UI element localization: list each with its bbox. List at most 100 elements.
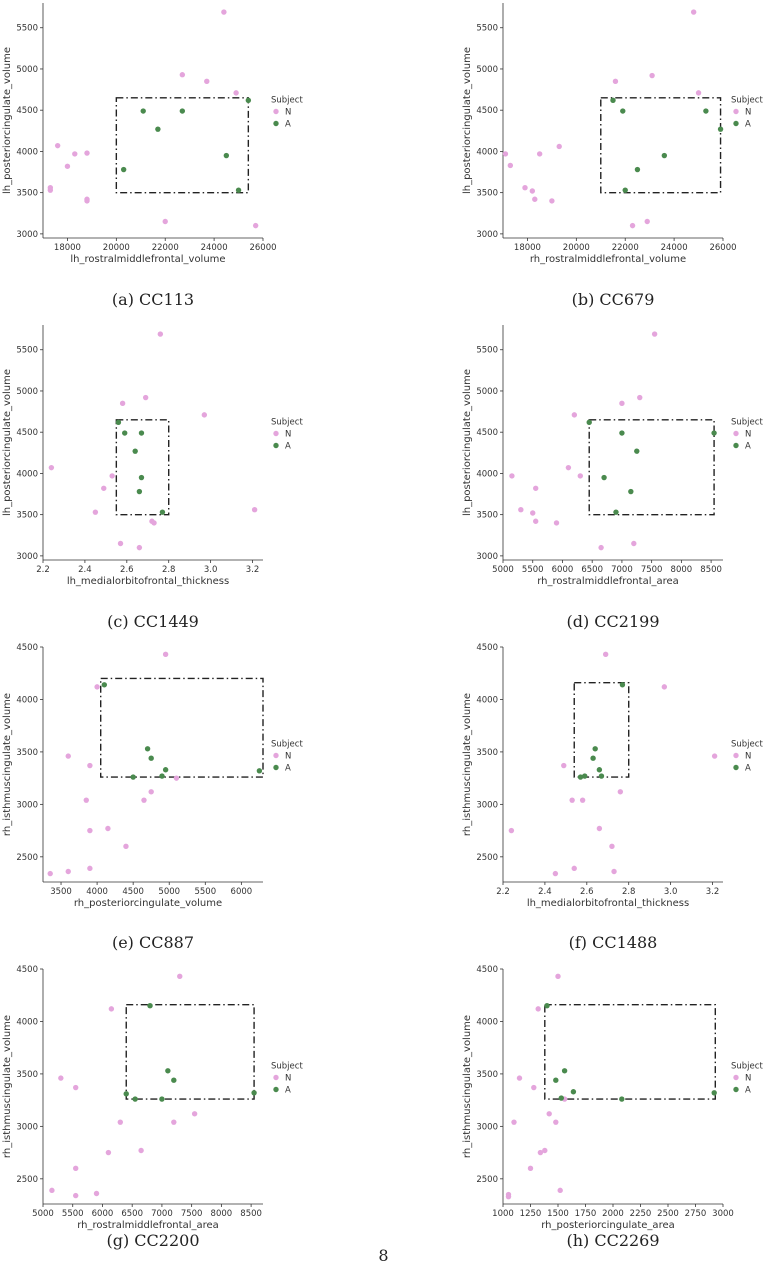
point-n [629, 222, 636, 229]
y-axis-label: lh_posteriorcingulate_volume [2, 47, 13, 194]
y-tick-label: 4500 [16, 965, 38, 975]
point-a [553, 1077, 559, 1083]
x-tick-label: 1250 [520, 1209, 542, 1219]
x-tick-label: 1500 [547, 1209, 569, 1219]
point-n [530, 510, 536, 516]
point-n [49, 1187, 55, 1194]
x-tick-label: 3000 [712, 1209, 734, 1219]
x-tick-label: 18000 [54, 243, 81, 253]
y-tick-label: 3500 [476, 748, 498, 758]
x-tick-label: 22000 [612, 243, 639, 253]
point-n [105, 825, 111, 832]
y-tick-label: 5000 [16, 65, 38, 75]
point-n [537, 1149, 544, 1156]
y-axis-label: lh_posteriorcingulate_volume [2, 369, 13, 516]
point-a [613, 509, 619, 515]
x-tick-label: 5500 [62, 1209, 84, 1219]
point-n [162, 218, 168, 225]
y-tick-label: 4500 [476, 643, 498, 653]
point-a [136, 488, 143, 495]
legend-title: Subject [731, 418, 763, 428]
figure-caption: (c) CC1449 [107, 612, 199, 631]
legend-label-n: N [745, 1074, 751, 1084]
point-a [661, 152, 668, 159]
x-axis-label: rh_posteriorcingulate_volume [74, 898, 222, 909]
y-tick-label: 2500 [476, 1175, 498, 1185]
legend-label-a: A [745, 764, 751, 774]
y-tick-label: 3000 [16, 800, 38, 810]
y-tick-label: 3000 [16, 230, 38, 240]
point-n [151, 520, 157, 526]
point-n [171, 1119, 177, 1125]
y-tick-label: 4000 [16, 1017, 38, 1027]
point-n [553, 520, 560, 526]
point-n [533, 518, 539, 524]
point-n [522, 185, 528, 191]
x-tick-label: 2750 [685, 1209, 707, 1219]
x-axis-label: lh_medialorbitofrontal_thickness [527, 898, 689, 909]
y-tick-label: 5000 [16, 387, 38, 397]
x-tick-label: 3.2 [706, 887, 720, 897]
y-tick-label: 5500 [476, 346, 498, 356]
point-n [518, 507, 524, 513]
point-a [596, 767, 603, 773]
point-a [148, 755, 154, 761]
y-tick-label: 4500 [476, 965, 498, 975]
point-a [159, 1096, 165, 1102]
x-tick-label: 8000 [211, 1209, 233, 1219]
point-n [695, 90, 702, 96]
point-n [509, 473, 515, 479]
point-n [251, 507, 258, 513]
legend-label-n: N [285, 108, 291, 118]
point-n [73, 1192, 79, 1199]
point-n [87, 762, 93, 769]
point-n [179, 72, 186, 78]
legend-title: Subject [731, 1062, 763, 1072]
point-n [508, 827, 515, 834]
x-tick-label: 2.2 [36, 565, 50, 575]
point-a [144, 746, 151, 752]
figure-caption: (h) CC2269 [566, 1231, 660, 1250]
point-n [553, 1119, 559, 1125]
point-n [72, 151, 78, 157]
highlight-box [115, 419, 170, 516]
scatter-plot: 2.2 2.4 2.6 2.8 3.0 3.2 2500 3000 3500 4000 4500 lh… [462, 643, 763, 909]
figure-caption: (e) CC887 [111, 933, 195, 952]
x-axis-label: rh_rostralmiddlefrontal_area [537, 576, 679, 587]
scatter-plot: 1000 1250 1500 1750 2000 2250 2500 2750 3000 2500… [462, 965, 763, 1231]
figure-caption: (a) CC113 [111, 290, 195, 309]
scatter-plot: 18000 20000 22000 24000 26000 3000 3500 4000 450… [462, 3, 763, 265]
point-n [516, 1075, 523, 1081]
point-a [592, 746, 598, 752]
highlight-box [125, 1003, 255, 1100]
scatter-plot: 5000 5500 6000 6500 7000 7500 8000 8500 2500 3000… [2, 965, 303, 1231]
point-a [245, 97, 252, 103]
point-n [123, 843, 129, 850]
point-a [171, 1077, 177, 1083]
point-n [536, 151, 543, 157]
scatter-plot: 18000 20000 22000 24000 26000 3000 3500 4000 450… [2, 3, 303, 265]
x-tick-label: 6500 [121, 1209, 143, 1219]
chart-panel-2: 18000 20000 22000 24000 26000 3000 3500 4000 450… [460, 0, 763, 270]
point-n [602, 651, 609, 658]
x-tick-label: 1000 [492, 1209, 514, 1219]
point-a [711, 430, 717, 436]
point-n [108, 1006, 115, 1012]
point-a [610, 97, 616, 103]
legend-marker-a [733, 1086, 739, 1093]
y-axis-label: rh_isthmuscingulate_volume [2, 693, 13, 836]
x-tick-label: 2000 [602, 1209, 624, 1219]
highlight-box [588, 419, 715, 516]
x-tick-label: 7000 [611, 565, 633, 575]
legend-marker-a [273, 764, 279, 771]
point-n [596, 825, 603, 832]
x-tick-label: 6500 [581, 565, 603, 575]
figure-caption: (d) CC2199 [566, 612, 660, 631]
point-n [612, 78, 619, 85]
x-axis-label: rh_rostralmiddlefrontal_volume [530, 254, 686, 265]
legend-marker-n [273, 752, 279, 759]
legend-marker-n [273, 108, 279, 115]
point-n [711, 753, 718, 759]
y-tick-label: 3000 [476, 800, 498, 810]
y-tick-label: 2500 [476, 853, 498, 863]
